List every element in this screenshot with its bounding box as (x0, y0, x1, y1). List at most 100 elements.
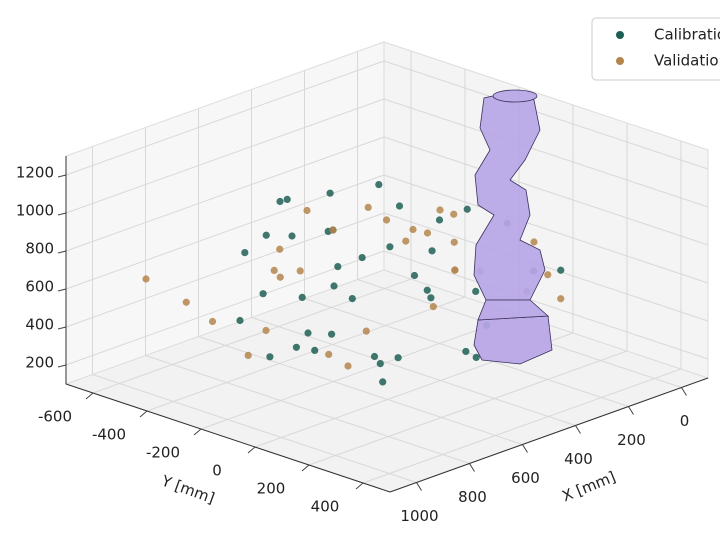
data-point (450, 211, 457, 218)
tick-mark (470, 464, 475, 472)
data-point (299, 294, 306, 301)
legend-marker (616, 31, 624, 39)
legend-label: Calibration (654, 26, 720, 44)
data-point (334, 263, 341, 270)
tick-mark (682, 388, 687, 396)
data-point (383, 216, 390, 223)
tick-mark (194, 429, 201, 435)
data-point (271, 267, 278, 274)
data-point (236, 317, 243, 324)
y-axis-label: Y [mm] (158, 471, 217, 507)
tick-mark (356, 483, 363, 489)
tick-mark (523, 445, 528, 453)
x-tick-label: 200 (617, 431, 646, 449)
z-tick-label: 1200 (16, 164, 54, 182)
data-point (293, 344, 300, 351)
data-point (359, 254, 366, 261)
data-point (530, 238, 537, 245)
tick-mark (302, 465, 309, 471)
tick-mark (58, 289, 66, 291)
data-point (436, 206, 443, 213)
z-tick-label: 400 (25, 316, 54, 334)
z-tick-label: 1000 (16, 202, 54, 220)
data-point (424, 287, 431, 294)
data-point (409, 226, 416, 233)
x-tick-label: 0 (680, 412, 690, 430)
z-tick-label: 600 (25, 278, 54, 296)
tick-mark (58, 365, 66, 367)
data-point (544, 271, 551, 278)
data-point (349, 295, 356, 302)
data-point (424, 229, 431, 236)
data-point (377, 360, 384, 367)
data-point (209, 318, 216, 325)
data-point (379, 378, 386, 385)
data-point (557, 267, 564, 274)
data-point (411, 272, 418, 279)
y-tick-label: 0 (212, 462, 222, 480)
tick-mark (248, 447, 255, 453)
data-point (451, 266, 458, 273)
legend-label: Validation (654, 52, 720, 70)
data-point (436, 216, 443, 223)
data-point (395, 354, 402, 361)
data-point (241, 249, 248, 256)
data-point (183, 299, 190, 306)
tick-mark (140, 411, 147, 417)
x-axis-label: X [mm] (559, 468, 618, 506)
z-tick-label: 800 (25, 240, 54, 258)
data-point (245, 352, 252, 359)
data-point (464, 206, 471, 213)
tick-mark (629, 407, 634, 415)
data-point (330, 282, 337, 289)
data-point (325, 351, 332, 358)
data-point (375, 181, 382, 188)
tick-mark (58, 213, 66, 215)
data-point (344, 362, 351, 369)
data-point (428, 247, 435, 254)
data-point (386, 243, 393, 250)
chart: 02004006008001000-600-400-20002004002004… (0, 0, 720, 540)
panes (66, 42, 708, 492)
y-tick-label: -200 (146, 444, 180, 462)
data-point (396, 202, 403, 209)
tick-mark (58, 251, 66, 253)
y-tick-label: 400 (311, 498, 340, 516)
legend: Calibration Validation (592, 18, 720, 80)
data-point (260, 290, 267, 297)
data-point (329, 226, 336, 233)
tick-mark (58, 175, 66, 177)
x-tick-label: 400 (564, 450, 593, 468)
x-tick-label: 800 (458, 488, 487, 506)
tick-mark (576, 426, 581, 434)
data-point (430, 303, 437, 310)
z-tick-label: 200 (25, 354, 54, 372)
legend-marker (616, 57, 624, 65)
data-point (402, 238, 409, 245)
data-point (288, 232, 295, 239)
data-point (303, 207, 310, 214)
data-point (262, 327, 269, 334)
data-point (451, 239, 458, 246)
data-point (327, 190, 334, 197)
data-point (266, 353, 273, 360)
data-point (304, 329, 311, 336)
data-point (328, 331, 335, 338)
data-point (276, 246, 283, 253)
tick-mark (417, 483, 422, 491)
y-tick-label: -400 (92, 426, 126, 444)
robot-tool (493, 90, 537, 102)
data-point (427, 294, 434, 301)
data-point (365, 204, 372, 211)
data-point (277, 274, 284, 281)
data-point (263, 232, 270, 239)
tick-mark (86, 393, 93, 399)
data-point (142, 275, 149, 282)
x-tick-label: 1000 (400, 507, 438, 525)
y-tick-label: -600 (38, 408, 72, 426)
data-point (473, 354, 480, 361)
data-point (297, 267, 304, 274)
data-point (462, 348, 469, 355)
data-point (276, 198, 283, 205)
data-point (284, 196, 291, 203)
